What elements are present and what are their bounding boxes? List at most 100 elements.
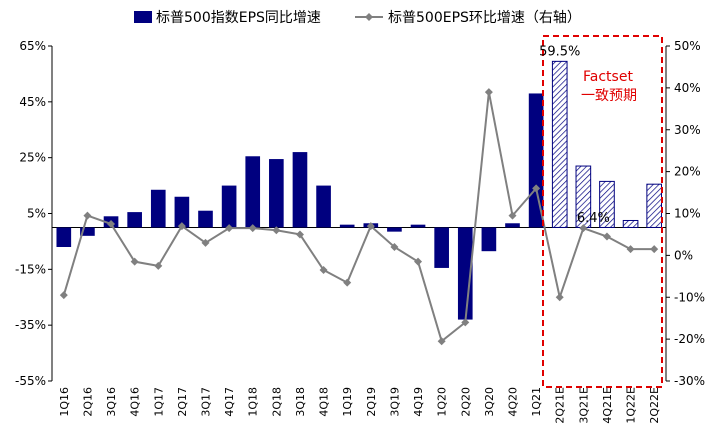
left-tick-label: 5% (27, 207, 46, 221)
line-point (602, 232, 611, 241)
right-tick-label: 0% (674, 248, 693, 262)
bar (646, 183, 663, 228)
bar (410, 224, 426, 228)
forecast-box (542, 35, 663, 388)
right-tick-label: 20% (674, 165, 701, 179)
bar (269, 159, 284, 228)
line-series (59, 88, 659, 346)
line-point (83, 211, 92, 220)
right-tick-label: 50% (674, 39, 701, 53)
line-point (177, 222, 186, 231)
x-tick-label: 1Q19 (341, 387, 354, 417)
bar (551, 60, 568, 228)
line-point (59, 291, 68, 300)
line-point (107, 219, 116, 228)
x-tick-label: 1Q16 (58, 387, 71, 417)
x-tick-label: 4Q16 (129, 387, 142, 417)
x-tick-label: 2Q16 (81, 387, 94, 417)
line-point (130, 257, 139, 266)
line-point (555, 293, 564, 302)
forecast-note-line1: Factset (583, 69, 633, 85)
x-tick-label: 1Q17 (152, 387, 165, 417)
x-tick-label: 4Q19 (412, 387, 425, 417)
x-tick-label: 2Q18 (270, 387, 283, 417)
x-tick-label: 3Q17 (200, 387, 213, 417)
line-point (343, 278, 352, 287)
forecast-note-line2: 一致预期 (581, 88, 637, 104)
x-tick-label: 1Q20 (436, 387, 449, 417)
x-tick-label: 4Q21E (601, 387, 614, 424)
line-point (272, 226, 281, 235)
bar (127, 212, 142, 228)
x-tick-label: 4Q20 (507, 387, 520, 417)
bar (221, 185, 237, 228)
x-tick-label: 4Q17 (223, 387, 236, 417)
line-point (579, 224, 588, 233)
left-tick-label: 25% (19, 151, 46, 165)
x-tick-label: 3Q18 (294, 387, 307, 417)
bar (481, 227, 497, 252)
line-point (508, 211, 517, 220)
line-point (154, 261, 163, 270)
line-point (461, 318, 470, 327)
legend-bar-swatch (134, 11, 152, 23)
x-tick-label: 1Q18 (247, 387, 260, 417)
x-tick-label: 4Q18 (318, 387, 331, 417)
line-point (201, 238, 210, 247)
left-tick-label: 65% (19, 39, 46, 53)
bar (505, 223, 520, 228)
x-tick-label: 1Q22E (625, 387, 638, 424)
line-point (414, 257, 423, 266)
bar (339, 224, 355, 228)
line-point (225, 224, 234, 233)
line-point (532, 184, 541, 193)
x-tick-label: 2Q19 (365, 387, 378, 417)
x-tick-label: 2Q22E (648, 387, 661, 424)
bar (599, 180, 615, 228)
x-tick-label: 3Q20 (483, 387, 496, 417)
line-point (437, 337, 446, 346)
bar (245, 156, 261, 228)
line-point (295, 230, 304, 239)
x-tick-label: 3Q21E (577, 387, 590, 424)
line-point (626, 245, 635, 254)
right-tick-label: 40% (674, 81, 701, 95)
x-tick-label: 2Q21E (554, 387, 567, 424)
axes: 65% 45% 25% 5% -15% -35% -55% 50% 40% 30% 20% 10% 0%… (15, 39, 705, 424)
x-tick-label: 2Q20 (459, 387, 472, 417)
bar (457, 227, 473, 320)
x-tick-label: 2Q17 (176, 387, 189, 417)
right-tick-label: -30% (674, 374, 705, 388)
right-tick-label: -10% (674, 290, 705, 304)
legend-line-label: 标普500EPS环比增速（右轴） (388, 10, 581, 26)
right-tick-label: 30% (674, 123, 701, 137)
legend: 标普500指数EPS同比增速 标普500EPS环比增速（右轴） (134, 10, 581, 26)
bar (316, 185, 331, 228)
bar (56, 227, 72, 247)
bar (387, 227, 402, 232)
bar (174, 196, 190, 228)
left-tick-label: -35% (15, 318, 46, 332)
right-tick-label: 10% (674, 207, 701, 221)
line-point (366, 222, 375, 231)
bar (80, 227, 95, 236)
line-point (650, 245, 659, 254)
line-path (62, 91, 655, 343)
bar (198, 210, 213, 228)
bar (434, 227, 449, 268)
left-tick-label: -15% (15, 262, 46, 276)
left-tick-label: 45% (19, 95, 46, 109)
legend-line-marker (365, 13, 373, 21)
left-tick-label: -55% (15, 374, 46, 388)
line-point (319, 266, 328, 275)
bar (622, 219, 639, 228)
x-tick-label: 1Q21 (530, 387, 543, 417)
line-point (248, 224, 257, 233)
x-tick-label: 3Q19 (388, 387, 401, 417)
bar (292, 152, 308, 228)
right-tick-label: -20% (674, 332, 705, 346)
line-point (484, 88, 493, 97)
bar (150, 189, 166, 228)
